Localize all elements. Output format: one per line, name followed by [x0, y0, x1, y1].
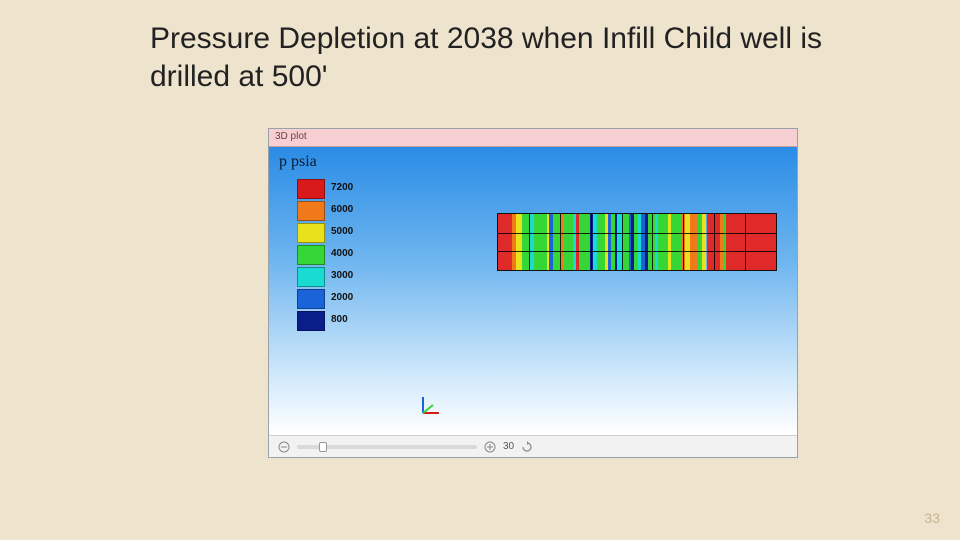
legend-swatch: [297, 267, 325, 287]
zoom-in-icon[interactable]: [483, 440, 497, 454]
status-bar: 30: [269, 435, 797, 457]
pressure-stripe: [563, 214, 573, 270]
legend-swatch: [297, 245, 325, 265]
grid-line-h: [498, 251, 776, 252]
viewport-3d[interactable]: p psia 720060005000400030002000800: [269, 147, 797, 435]
zoom-slider[interactable]: [297, 445, 477, 449]
legend-entry: 3000: [297, 267, 331, 289]
grid-line-v: [652, 214, 653, 270]
legend-entry: 5000: [297, 223, 331, 245]
legend-swatch: [297, 311, 325, 331]
window-tab-bar: 3D plot: [269, 129, 797, 147]
axis-triad-icon: [419, 389, 447, 417]
pressure-stripe: [498, 214, 512, 270]
legend-title: p psia: [279, 153, 317, 171]
legend-swatch: [297, 223, 325, 243]
color-legend: 720060005000400030002000800: [297, 179, 331, 333]
legend-label: 3000: [331, 270, 353, 281]
pressure-stripe: [534, 214, 547, 270]
slide-page-number: 33: [924, 510, 940, 526]
pressure-stripe: [597, 214, 605, 270]
legend-entry: 7200: [297, 179, 331, 201]
reservoir-model[interactable]: [497, 213, 777, 271]
pressure-stripe: [726, 214, 776, 270]
legend-label: 5000: [331, 226, 353, 237]
pressure-stripe: [671, 214, 682, 270]
pressure-stripe: [579, 214, 590, 270]
tab-3d-plot[interactable]: 3D plot: [275, 131, 307, 142]
grid-line-v: [591, 214, 592, 270]
legend-entry: 2000: [297, 289, 331, 311]
pressure-stripe: [690, 214, 698, 270]
legend-swatch: [297, 179, 325, 199]
legend-entry: 6000: [297, 201, 331, 223]
legend-label: 4000: [331, 248, 353, 259]
legend-label: 7200: [331, 182, 353, 193]
grid-line-v: [745, 214, 746, 270]
zoom-out-icon[interactable]: [277, 440, 291, 454]
slide: Pressure Depletion at 2038 when Infill C…: [0, 0, 960, 540]
grid-line-v: [622, 214, 623, 270]
legend-entry: 4000: [297, 245, 331, 267]
simulation-window: 3D plot p psia 7200600050004000300020008…: [268, 128, 798, 458]
grid-line-v: [529, 214, 530, 270]
legend-swatch: [297, 289, 325, 309]
legend-swatch: [297, 201, 325, 221]
grid-line-v: [714, 214, 715, 270]
legend-label: 6000: [331, 204, 353, 215]
slide-title: Pressure Depletion at 2038 when Infill C…: [150, 20, 870, 95]
grid-line-h: [498, 233, 776, 234]
zoom-value: 30: [503, 441, 514, 452]
legend-entry: 800: [297, 311, 331, 333]
zoom-slider-thumb[interactable]: [319, 442, 327, 452]
grid-line-v: [560, 214, 561, 270]
legend-label: 2000: [331, 292, 353, 303]
grid-line-v: [683, 214, 684, 270]
legend-label: 800: [331, 314, 348, 325]
pressure-stripe: [658, 214, 668, 270]
refresh-icon[interactable]: [520, 440, 534, 454]
